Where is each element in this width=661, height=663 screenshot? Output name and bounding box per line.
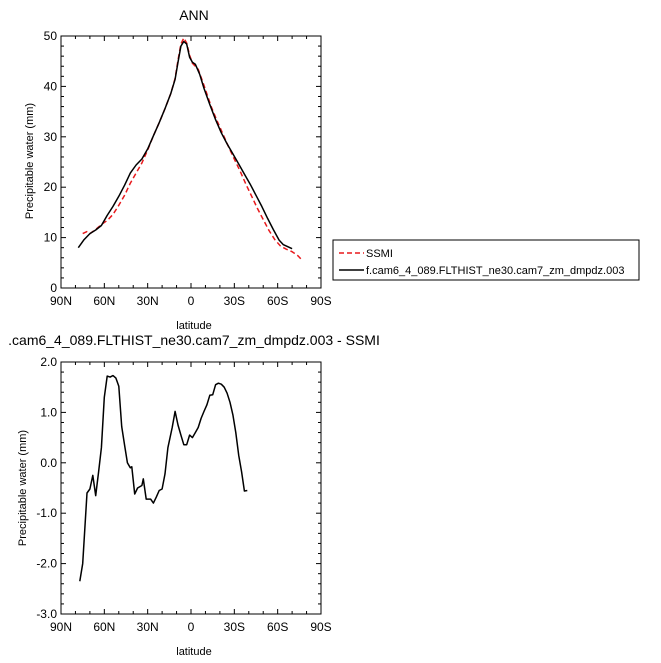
top-y-tick-label: 40 bbox=[44, 79, 58, 93]
top-y-tick-label: 50 bbox=[44, 29, 58, 43]
bottom-x-tick-label: 60N bbox=[93, 620, 115, 634]
top-x-tick-label: 30N bbox=[137, 294, 159, 308]
bottom-y-tick-label: -3.0 bbox=[36, 607, 57, 621]
bottom-chart-title: .cam6_4_089.FLTHIST_ne30.cam7_zm_dmpdz.0… bbox=[8, 332, 380, 348]
bottom-y-axis-label: Precipitable water (mm) bbox=[17, 430, 29, 546]
top-panel: ANN Precipitable water (mm) latitude 90N… bbox=[24, 7, 332, 332]
top-x-tick-label: 90N bbox=[50, 294, 72, 308]
legend: SSMI f.cam6_4_089.FLTHIST_ne30.cam7_zm_d… bbox=[332, 239, 640, 281]
bottom-x-tick-label: 90N bbox=[50, 620, 72, 634]
top-x-tick-label: 60N bbox=[93, 294, 115, 308]
top-x-tick-label: 60S bbox=[267, 294, 288, 308]
bottom-x-tick-label: 90S bbox=[310, 620, 331, 634]
legend-label-ssmi: SSMI bbox=[366, 248, 393, 260]
legend-box bbox=[332, 239, 640, 281]
top-plot-frame bbox=[60, 35, 322, 289]
bottom-plot-area: 90N 60N 30N 0 30S 60S 90S -3.0 -2.0 -1.0 0.0 1.0 2.0 bbox=[36, 355, 331, 634]
bottom-series-line-0 bbox=[79, 374, 248, 582]
bottom-x-tick-label: 30N bbox=[137, 620, 159, 634]
top-y-tick-label: 10 bbox=[44, 231, 58, 245]
top-y-axis-label: Precipitable water (mm) bbox=[24, 103, 36, 219]
top-y-tick-label: 0 bbox=[50, 281, 57, 295]
bottom-x-tick-label: 30S bbox=[224, 620, 245, 634]
top-series-line-0 bbox=[82, 37, 302, 260]
bottom-x-tick-label: 0 bbox=[188, 620, 195, 634]
bottom-x-tick-label: 60S bbox=[267, 620, 288, 634]
bottom-y-tick-label: 0.0 bbox=[40, 456, 57, 470]
bottom-plot-frame bbox=[60, 361, 322, 615]
top-series-line-1 bbox=[77, 40, 293, 250]
bottom-y-tick-label: 1.0 bbox=[40, 405, 57, 419]
bottom-x-axis-label: latitude bbox=[176, 646, 211, 658]
bottom-panel: .cam6_4_089.FLTHIST_ne30.cam7_zm_dmpdz.0… bbox=[8, 332, 380, 658]
top-x-tick-label: 30S bbox=[224, 294, 245, 308]
top-x-axis-label: latitude bbox=[176, 320, 211, 332]
top-x-tick-label: 90S bbox=[310, 294, 331, 308]
bottom-y-tick-label: -1.0 bbox=[36, 506, 57, 520]
top-y-tick-label: 30 bbox=[44, 130, 58, 144]
top-plot-area: 90N 60N 30N 0 30S 60S 90S 0 10 20 30 40 50 bbox=[44, 29, 332, 308]
top-y-tick-label: 20 bbox=[44, 180, 58, 194]
legend-label-model: f.cam6_4_089.FLTHIST_ne30.cam7_zm_dmpdz.… bbox=[366, 265, 624, 277]
bottom-y-tick-label: -2.0 bbox=[36, 557, 57, 571]
bottom-y-tick-label: 2.0 bbox=[40, 355, 57, 369]
top-x-tick-label: 0 bbox=[188, 294, 195, 308]
top-chart-title: ANN bbox=[179, 7, 209, 23]
